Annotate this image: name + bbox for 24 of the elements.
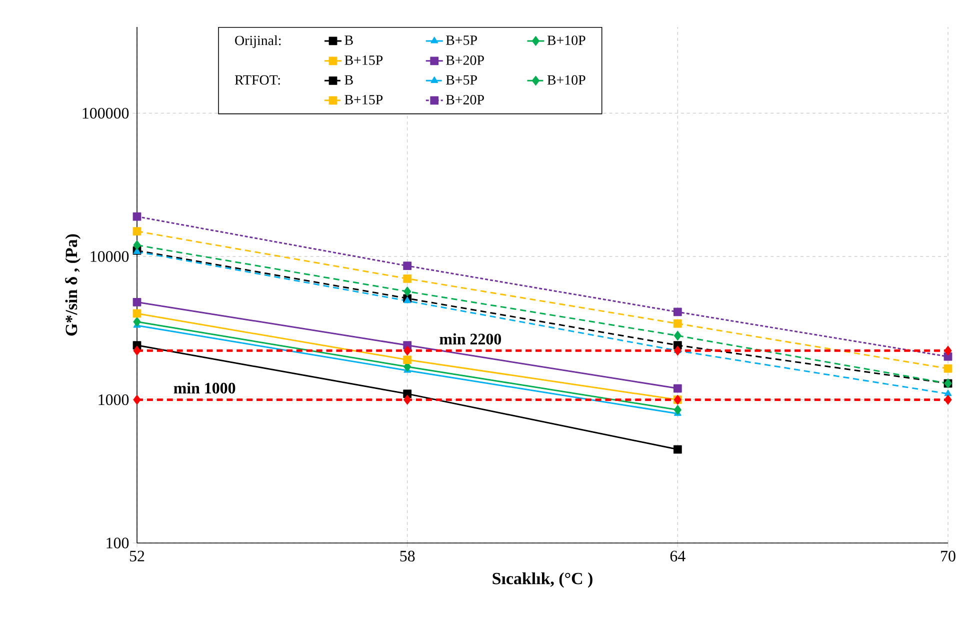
legend-label: B+15P (344, 56, 383, 65)
y-axis-title: G*/sin δ , (Pa) (65, 234, 81, 336)
legend-label: B+5P (446, 75, 477, 85)
y-tick-label: 100 (106, 538, 129, 548)
annotation: min 1000 (174, 382, 236, 394)
y-tick-label: 10000 (90, 251, 129, 262)
legend-label: B (344, 36, 353, 45)
legend-label: B+10P (547, 75, 586, 85)
legend-label: B (344, 75, 353, 85)
legend-label: B+5P (446, 36, 477, 45)
y-tick-label: 1000 (98, 394, 129, 406)
x-tick-label: 52 (130, 550, 144, 562)
annotation: Orijinal: (235, 35, 281, 48)
x-tick-label: 70 (941, 550, 956, 562)
y-tick-label: 100000 (82, 108, 129, 119)
legend-label: B+20P (446, 95, 484, 104)
legend-label: B+15P (344, 95, 383, 104)
x-tick-label: 58 (400, 550, 415, 562)
legend-label: B+20P (446, 56, 484, 65)
legend-label: B+10P (547, 36, 586, 45)
annotation: min 2200 (440, 333, 502, 344)
x-tick-label: 64 (670, 550, 686, 562)
annotation: RTFOT: (234, 75, 280, 85)
x-axis-title: Sıcaklık, (°C ) (492, 572, 592, 588)
